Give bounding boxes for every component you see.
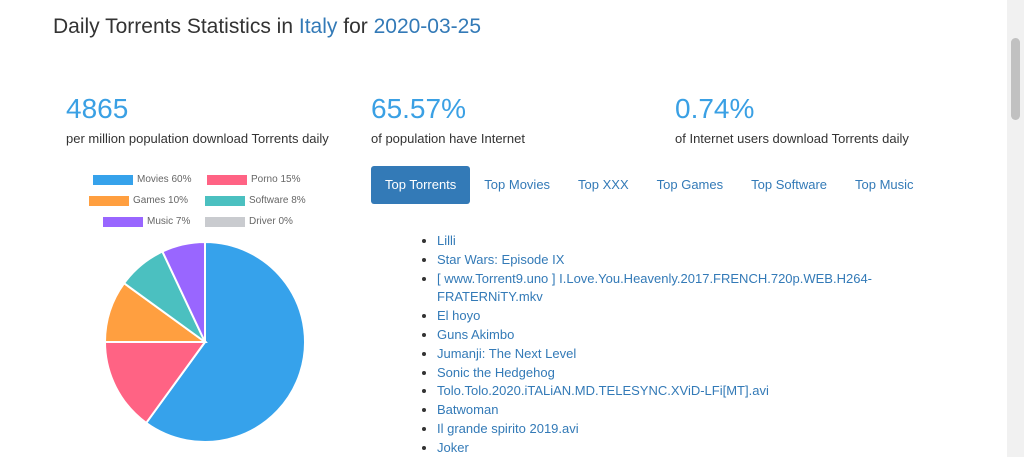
scrollbar-thumb[interactable]	[1011, 38, 1020, 120]
stat-label: per million population download Torrents…	[66, 131, 329, 146]
legend-swatch	[205, 195, 245, 206]
tab-top-torrents[interactable]: Top Torrents	[371, 166, 471, 204]
list-item: Sonic the Hedgehog	[437, 364, 917, 383]
legend-swatch	[89, 195, 129, 206]
torrent-link[interactable]: Guns Akimbo	[437, 326, 515, 342]
date-link[interactable]: 2020-03-25	[373, 15, 482, 38]
list-item: El hoyo	[437, 307, 917, 326]
legend-label: Music 7%	[147, 216, 191, 227]
tab-top-movies[interactable]: Top Movies	[484, 177, 551, 192]
legend-swatch	[93, 174, 133, 185]
torrent-link[interactable]: Joker	[437, 439, 469, 455]
legend-item[interactable]: Movies 60%	[93, 174, 191, 185]
title-mid: for	[343, 15, 368, 38]
pie-slice[interactable]	[103, 341, 207, 425]
stat-label: of population have Internet	[371, 131, 525, 146]
pie-chart	[103, 240, 306, 443]
stat-value: 65.57%	[371, 93, 466, 124]
torrent-link[interactable]: [ www.Torrent9.uno ] I.Love.You.Heavenly…	[437, 270, 872, 305]
legend-item[interactable]: Porno 15%	[207, 174, 300, 185]
list-item: Guns Akimbo	[437, 326, 917, 345]
tab-top-xxx[interactable]: Top XXX	[578, 177, 629, 192]
list-item: Star Wars: Episode IX	[437, 251, 917, 270]
legend-swatch	[205, 216, 245, 227]
pie-slice[interactable]	[144, 240, 306, 443]
legend-item[interactable]: Driver 0%	[205, 216, 293, 227]
legend-item[interactable]: Music 7%	[103, 216, 190, 227]
stat-value: 4865	[66, 93, 129, 124]
list-item: Joker	[437, 439, 917, 458]
page-title: Daily Torrents Statistics in Italy for 2…	[53, 15, 481, 39]
title-prefix: Daily Torrents Statistics in	[53, 15, 294, 38]
stat-internet-penetration: 65.57% of population have Internet	[371, 92, 525, 146]
torrent-link[interactable]: Star Wars: Episode IX	[437, 251, 565, 267]
legend-item[interactable]: Software 8%	[205, 195, 306, 206]
torrent-link[interactable]: Lilli	[437, 233, 456, 248]
list-item: Lilli	[437, 232, 917, 251]
stat-downloads-per-million: 4865 per million population download Tor…	[66, 92, 329, 146]
torrent-link[interactable]: Batwoman	[437, 402, 499, 418]
stat-label: of Internet users download Torrents dail…	[675, 131, 909, 146]
list-item: [ www.Torrent9.uno ] I.Love.You.Heavenly…	[437, 270, 917, 308]
legend-label: Software 8%	[249, 195, 306, 206]
tab-top-games[interactable]: Top Games	[656, 177, 724, 192]
list-item: Il grande spirito 2019.avi	[437, 420, 917, 439]
torrent-list: Lilli Star Wars: Episode IX [ www.Torren…	[420, 232, 917, 458]
stat-torrent-users: 0.74% of Internet users download Torrent…	[675, 92, 909, 146]
torrent-link[interactable]: Jumanji: The Next Level	[437, 345, 577, 361]
legend-label: Driver 0%	[249, 216, 293, 227]
stat-value: 0.74%	[675, 93, 755, 124]
list-item: Batwoman	[437, 401, 917, 420]
tab-top-software[interactable]: Top Software	[751, 177, 827, 192]
legend-label: Games 10%	[133, 195, 189, 206]
list-item: Jumanji: The Next Level	[437, 345, 917, 364]
country-link[interactable]: Italy	[298, 15, 338, 38]
legend-item[interactable]: Games 10%	[89, 195, 188, 206]
legend-label: Movies 60%	[137, 174, 192, 185]
legend-label: Porno 15%	[251, 174, 301, 185]
legend-swatch	[207, 174, 247, 185]
torrent-link[interactable]: Sonic the Hedgehog	[437, 364, 555, 380]
page-scrollbar[interactable]	[1007, 0, 1024, 457]
chart-legend: Movies 60% Porno 15% Games 10% Software 8% M…	[60, 174, 360, 234]
pie-slice[interactable]	[161, 240, 206, 343]
category-tabs: Top Torrents Top Movies Top XXX Top Game…	[371, 166, 928, 204]
torrent-link[interactable]: El hoyo	[437, 308, 481, 324]
list-item: Tolo.Tolo.2020.iTALiAN.MD.TELESYNC.XViD-…	[437, 382, 917, 401]
tab-top-music[interactable]: Top Music	[855, 177, 914, 192]
legend-swatch	[103, 216, 143, 227]
torrent-link[interactable]: Tolo.Tolo.2020.iTALiAN.MD.TELESYNC.XViD-…	[437, 383, 769, 399]
torrent-link[interactable]: Il grande spirito 2019.avi	[437, 420, 579, 436]
